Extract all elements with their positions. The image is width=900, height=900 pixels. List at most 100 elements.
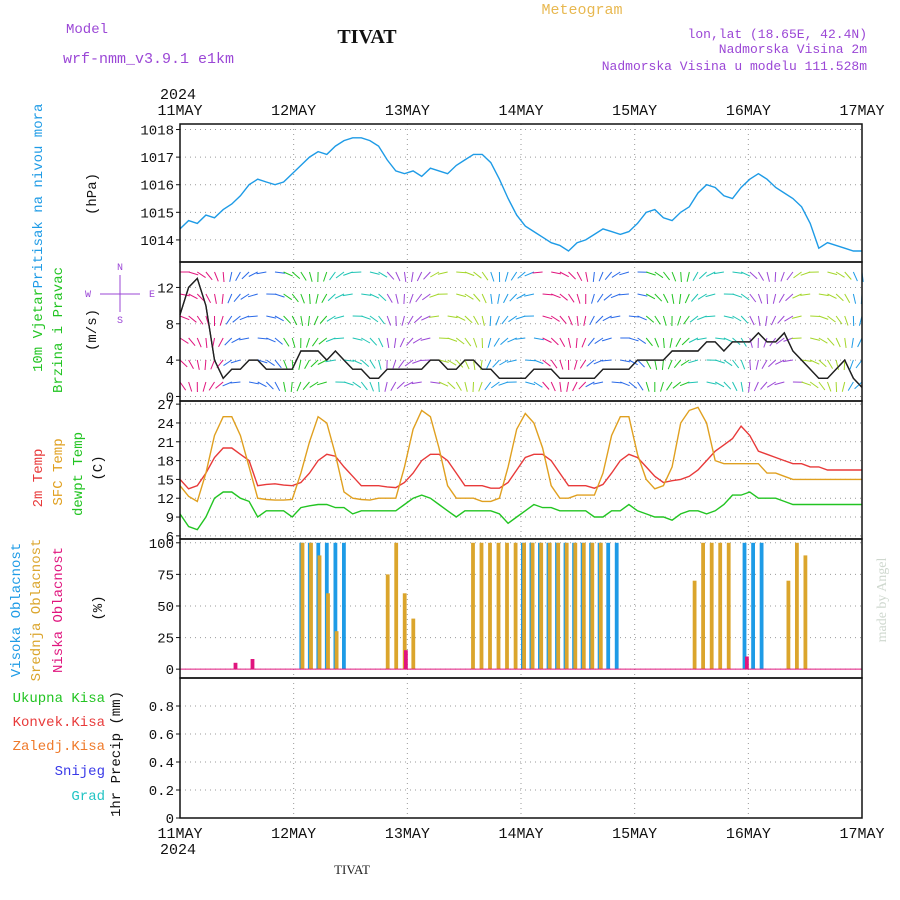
day-tick-label-bottom: 12MAY bbox=[271, 826, 316, 843]
footer-title: TIVAT bbox=[334, 862, 370, 877]
bar-low_cloud bbox=[404, 650, 408, 670]
wind-barb bbox=[610, 293, 621, 299]
wind-barb bbox=[398, 359, 405, 369]
bar-mid_cloud bbox=[701, 542, 705, 670]
wind-barb bbox=[684, 293, 690, 304]
wind-barb bbox=[663, 271, 670, 281]
wind-barb bbox=[706, 381, 717, 385]
wind-barb bbox=[783, 359, 794, 363]
bar-mid_cloud bbox=[402, 593, 407, 670]
wind-barb bbox=[298, 359, 302, 370]
wind-barb bbox=[603, 293, 612, 301]
wind-barb bbox=[342, 293, 353, 297]
wind-barb bbox=[503, 293, 509, 304]
bar-mid_cloud bbox=[590, 542, 595, 670]
wind-barb bbox=[601, 337, 612, 342]
wind-barb bbox=[740, 359, 746, 370]
wind-barb bbox=[679, 381, 690, 387]
bar-mid_cloud bbox=[786, 580, 791, 670]
wind-barb bbox=[378, 337, 384, 348]
bar-high_cloud bbox=[333, 542, 338, 670]
wind-barb bbox=[325, 337, 336, 343]
wind-barb bbox=[723, 359, 733, 367]
wind-barb bbox=[568, 271, 576, 280]
wind-barb bbox=[360, 359, 370, 367]
wind-barb bbox=[645, 293, 656, 300]
wind-barb bbox=[369, 381, 374, 392]
wind-barb bbox=[274, 381, 281, 392]
bar-mid_cloud bbox=[334, 631, 339, 670]
wind-barb bbox=[783, 337, 794, 342]
wind-barb bbox=[274, 271, 285, 274]
wind-barb bbox=[732, 359, 740, 369]
bar-mid_cloud bbox=[692, 580, 697, 670]
wind-barb bbox=[179, 337, 189, 344]
wind-barb bbox=[515, 337, 526, 340]
wind-barb bbox=[740, 381, 744, 392]
y-tick-label: 1014 bbox=[140, 234, 174, 250]
wind-barb bbox=[300, 293, 305, 304]
wind-barb bbox=[765, 315, 768, 326]
wind-barb bbox=[266, 359, 275, 367]
wind-barb bbox=[484, 381, 492, 391]
wind-barb bbox=[498, 381, 509, 386]
wind-barb bbox=[533, 359, 544, 365]
wind-barb bbox=[274, 359, 282, 369]
wind-barb bbox=[317, 359, 327, 365]
wind-barb bbox=[818, 337, 828, 344]
wind-barb bbox=[274, 293, 285, 298]
wind-barb bbox=[774, 271, 777, 283]
wind-barb bbox=[766, 293, 769, 305]
wind-barb bbox=[598, 271, 604, 282]
wind-barb bbox=[559, 293, 568, 301]
wind-barb bbox=[628, 337, 639, 342]
bar-mid_cloud bbox=[573, 542, 578, 670]
wind-barb bbox=[404, 359, 414, 367]
wind-barb bbox=[420, 337, 431, 341]
wind-barb bbox=[559, 315, 567, 325]
wind-barb bbox=[313, 315, 319, 326]
wind-barb bbox=[240, 293, 250, 300]
wind-barb bbox=[239, 337, 250, 341]
wind-barb bbox=[620, 359, 631, 363]
bar-mid_cloud bbox=[539, 542, 544, 670]
wind-barb bbox=[274, 337, 283, 345]
wind-barb bbox=[327, 293, 336, 302]
panel-wind: 0 4 8 12 bbox=[157, 261, 864, 406]
wind-barb bbox=[485, 359, 492, 370]
wind-barb bbox=[550, 381, 556, 392]
wind-barb bbox=[575, 337, 578, 349]
series-line-temp2m bbox=[179, 424, 862, 490]
wind-barb bbox=[818, 359, 827, 368]
wind-barb bbox=[500, 337, 509, 345]
meteogram-label: Meteogram bbox=[541, 2, 622, 19]
wind-barb bbox=[497, 293, 500, 304]
wind-barb bbox=[852, 271, 858, 282]
wind-barb bbox=[495, 315, 500, 326]
wind-barb bbox=[645, 381, 650, 392]
wind-barb bbox=[352, 381, 362, 389]
wind-barb bbox=[774, 381, 785, 386]
wind-barb bbox=[753, 381, 759, 392]
wind-barb bbox=[403, 381, 414, 387]
wind-barb bbox=[748, 381, 751, 392]
wind-barb bbox=[491, 381, 500, 389]
wind-barb bbox=[675, 337, 682, 347]
wind-barb bbox=[393, 337, 397, 348]
wind-barb bbox=[785, 293, 794, 302]
wind-barb bbox=[573, 359, 578, 370]
wind-barb bbox=[179, 315, 190, 321]
y-tick-label: 100 bbox=[149, 537, 174, 553]
series-line-sfc bbox=[179, 406, 862, 503]
wind-barb bbox=[464, 315, 473, 324]
wind-barb bbox=[230, 381, 241, 384]
wind-barb bbox=[706, 271, 716, 277]
bar-low_cloud bbox=[233, 662, 238, 670]
wind-barb bbox=[576, 315, 579, 326]
wind-barb bbox=[778, 293, 785, 303]
y-tick-label: 0.6 bbox=[149, 728, 174, 744]
wind-barb bbox=[568, 293, 575, 303]
wind-barb bbox=[618, 293, 629, 296]
wind-barb bbox=[406, 337, 414, 346]
wind-barb bbox=[205, 337, 208, 348]
